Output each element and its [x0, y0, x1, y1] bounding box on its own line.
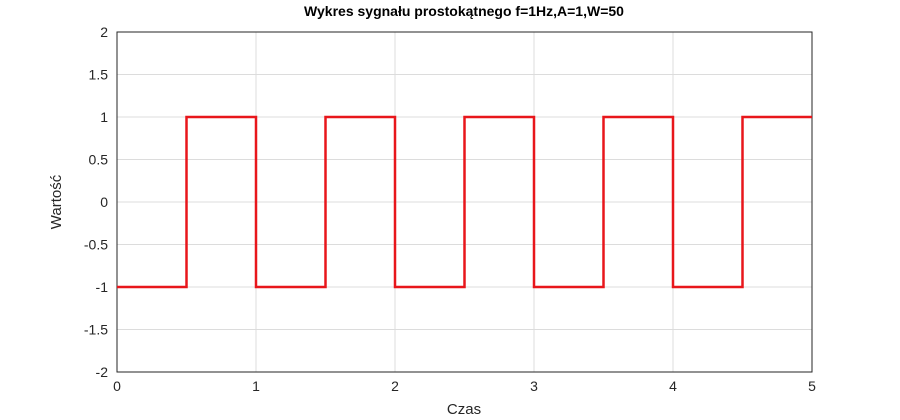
y-tick-label: 1.5 — [89, 67, 109, 83]
x-tick-label: 4 — [669, 378, 677, 394]
square-wave-line — [117, 115, 812, 289]
x-tick-label: 5 — [808, 378, 816, 394]
x-tick-label: 0 — [113, 378, 121, 394]
series-layer — [117, 115, 812, 289]
y-tick-label: 0.5 — [89, 152, 109, 168]
y-tick-label: -1.5 — [84, 322, 108, 338]
x-axis-label: Czas — [447, 401, 481, 418]
y-axis-label: Wartość — [48, 174, 65, 229]
x-tick-label: 3 — [530, 378, 538, 394]
x-tick-label: 2 — [391, 378, 399, 394]
chart-title: Wykres sygnału prostokątnego f=1Hz,A=1,W… — [304, 3, 624, 19]
y-tick-label: -1 — [96, 279, 109, 295]
y-tick-label: 0 — [100, 194, 108, 210]
y-tick-label: 1 — [100, 109, 108, 125]
x-axis-ticks: 0 1 2 3 4 5 — [113, 378, 816, 394]
x-tick-label: 1 — [252, 378, 260, 394]
y-axis-ticks: 2 1.5 1 0.5 0 -0.5 -1 -1.5 -2 — [84, 24, 108, 380]
plot-area-frame — [116, 31, 813, 373]
y-tick-label: -0.5 — [84, 237, 108, 253]
y-tick-label: -2 — [96, 364, 109, 380]
y-tick-label: 2 — [100, 24, 108, 40]
